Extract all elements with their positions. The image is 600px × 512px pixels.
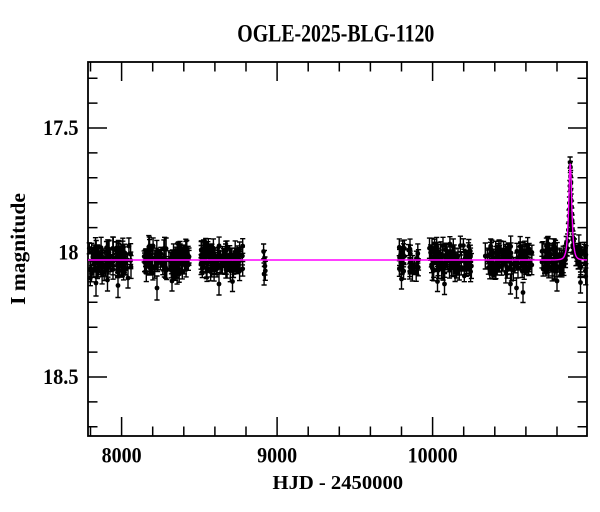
svg-text:OGLE-2025-BLG-1120: OGLE-2025-BLG-1120	[237, 20, 434, 47]
svg-text:HJD - 2450000: HJD - 2450000	[273, 472, 404, 494]
svg-text:18.5: 18.5	[43, 364, 79, 389]
svg-text:I magnitude: I magnitude	[6, 193, 30, 305]
svg-text:17.5: 17.5	[43, 115, 79, 140]
svg-text:18: 18	[58, 240, 78, 265]
svg-text:8000: 8000	[102, 443, 142, 468]
svg-text:10000: 10000	[408, 443, 458, 468]
svg-text:9000: 9000	[257, 443, 297, 468]
